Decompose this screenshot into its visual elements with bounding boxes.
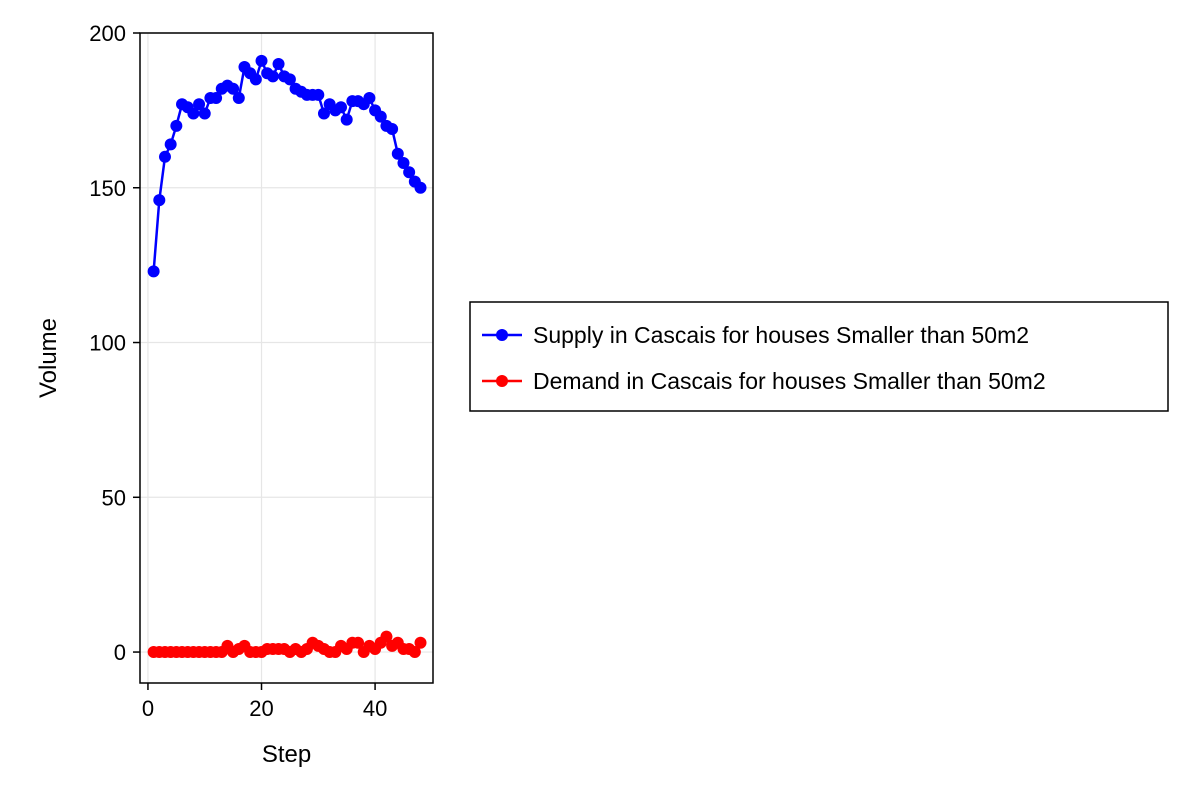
data-point xyxy=(272,57,285,70)
data-point xyxy=(386,122,399,135)
data-point xyxy=(147,265,160,278)
data-point xyxy=(352,636,365,649)
data-point xyxy=(335,101,348,114)
data-point xyxy=(198,107,211,120)
series-2 xyxy=(147,630,427,659)
data-point xyxy=(249,73,262,86)
series-line xyxy=(152,59,422,272)
legend: Supply in Cascais for houses Smaller tha… xyxy=(469,301,1169,412)
y-tick-label: 100 xyxy=(89,331,126,356)
series-1 xyxy=(147,54,427,278)
x-tick-label: 40 xyxy=(363,696,387,721)
legend-marker xyxy=(496,329,508,341)
data-point xyxy=(397,157,410,169)
data-point xyxy=(255,54,268,67)
y-tick-label: 0 xyxy=(114,640,126,665)
y-tick-label: 200 xyxy=(89,21,126,46)
data-point xyxy=(340,113,353,126)
data-point xyxy=(164,138,177,151)
data-point xyxy=(170,119,183,132)
data-point xyxy=(283,73,296,86)
legend-label: Supply in Cascais for houses Smaller tha… xyxy=(533,322,1029,348)
data-point xyxy=(312,88,325,101)
data-point xyxy=(317,107,330,120)
x-axis-label: Step xyxy=(262,741,311,768)
data-point xyxy=(158,150,171,163)
data-point xyxy=(391,147,404,160)
x-tick-label: 20 xyxy=(249,696,273,721)
plot-frame xyxy=(139,32,434,684)
y-tick-label: 50 xyxy=(102,485,126,510)
data-point xyxy=(374,110,387,123)
data-point xyxy=(187,107,200,120)
data-point xyxy=(153,194,166,207)
legend-box xyxy=(469,301,1169,412)
data-point xyxy=(232,92,245,104)
data-point xyxy=(414,181,427,194)
data-point xyxy=(363,92,376,104)
data-point xyxy=(227,82,240,95)
legend-marker xyxy=(496,375,508,387)
x-tick-label: 0 xyxy=(142,696,154,721)
y-tick-label: 150 xyxy=(89,176,126,201)
data-point xyxy=(403,166,416,179)
axis-ticks: 0 20 40 0 50 100 150 200 xyxy=(89,21,387,721)
data-point xyxy=(380,630,393,643)
series-layer xyxy=(147,54,427,659)
data-point xyxy=(193,98,206,111)
legend-label: Demand in Cascais for houses Smaller tha… xyxy=(533,368,1046,394)
data-point xyxy=(266,70,279,83)
data-point xyxy=(408,646,421,659)
data-point xyxy=(414,636,427,649)
data-point xyxy=(210,92,223,104)
y-axis-label: Volume xyxy=(35,318,62,398)
